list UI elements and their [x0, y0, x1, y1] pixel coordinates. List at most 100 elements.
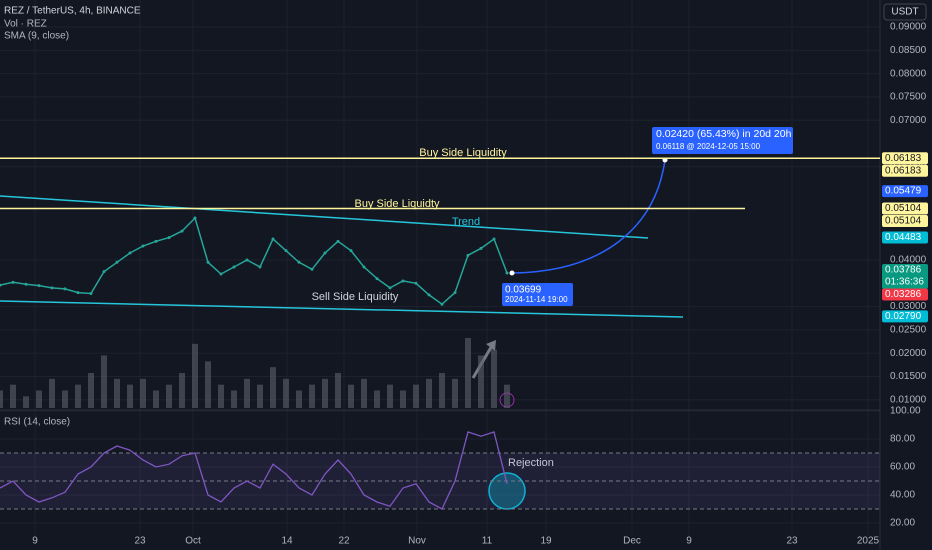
- price-point: [401, 279, 405, 283]
- start-text: 0.03699: [505, 285, 542, 296]
- price-point: [323, 251, 327, 255]
- price-point: [466, 253, 470, 257]
- y-tick-label: 60.00: [890, 462, 915, 473]
- x-tick-label: Nov: [408, 536, 426, 547]
- x-tick-label: 14: [281, 536, 293, 547]
- price-point: [102, 270, 106, 274]
- price-point: [271, 237, 275, 241]
- volume-bar: [491, 349, 497, 408]
- indicator-label: Vol · REZ: [4, 19, 47, 30]
- price-point: [505, 271, 509, 275]
- price-label: 0.05479: [885, 186, 922, 197]
- price-label-box: [882, 202, 928, 215]
- volume-bar: [322, 378, 328, 408]
- y-tick-label: 0.08500: [890, 45, 927, 56]
- y-tick-label: 0.03000: [890, 301, 927, 312]
- volume-bar: [231, 390, 237, 408]
- start-text: 2024-11-14 19:00: [505, 295, 568, 304]
- price-label-box: [882, 231, 928, 244]
- volume-bar: [101, 355, 107, 408]
- price-label: 0.03786: [885, 265, 922, 276]
- price-label-box: [882, 263, 928, 289]
- price-point: [167, 236, 171, 240]
- volume-bar: [439, 373, 445, 408]
- x-tick-label: 23: [134, 536, 146, 547]
- price-point: [154, 239, 158, 243]
- volume-bar: [0, 390, 3, 408]
- price-label-box: [882, 164, 928, 177]
- indicator-label: SMA (9, close): [4, 31, 69, 42]
- rsi-band: [0, 452, 880, 509]
- currency-button[interactable]: [883, 3, 927, 21]
- volume-bar: [309, 384, 315, 408]
- volume-bar: [452, 378, 458, 408]
- price-point: [284, 249, 288, 253]
- y-tick-label: 0.07500: [890, 92, 927, 103]
- trend-line: [0, 195, 649, 239]
- volume-bar: [153, 390, 159, 408]
- price-point: [193, 216, 197, 220]
- price-label-box: [882, 152, 928, 165]
- price-point: [232, 265, 236, 269]
- y-tick-label: 0.01500: [890, 371, 927, 382]
- price-label-box: [882, 215, 928, 228]
- volume-bar: [49, 378, 55, 408]
- volume-bar: [335, 373, 341, 408]
- price-line: [0, 216, 508, 306]
- y-tick-label: 100.00: [890, 406, 921, 417]
- symbol-title: REZ / TetherUS, 4h, BINANCE: [4, 6, 141, 17]
- volume-bar: [465, 338, 471, 408]
- volume-bar: [205, 361, 211, 408]
- volume-bar: [114, 378, 120, 408]
- rsi-title: RSI (14, close): [4, 417, 70, 428]
- annotation: Sell Side Liquidity: [312, 291, 399, 303]
- annotation: Buy Side Liquidity: [419, 147, 507, 159]
- x-tick-label: 19: [540, 536, 552, 547]
- volume-bar: [218, 384, 224, 408]
- volume-bar: [140, 378, 146, 408]
- price-point: [180, 229, 184, 233]
- y-tick-label: 80.00: [890, 434, 915, 445]
- volume-bar: [244, 378, 250, 408]
- currency-text: USDT: [891, 7, 918, 18]
- volume-bar: [374, 390, 380, 408]
- volume-bar: [75, 384, 81, 408]
- price-label: 0.06183: [885, 165, 922, 176]
- price-label-sub: 01:36:36: [885, 277, 924, 288]
- target-text: 0.06118 @ 2024-12-05 15:00: [656, 142, 761, 151]
- price-point: [258, 265, 262, 269]
- price-point: [453, 291, 457, 295]
- volume-bar: [413, 384, 419, 408]
- y-tick-label: 0.09000: [890, 22, 927, 33]
- price-label: 0.03286: [885, 289, 922, 300]
- price-point: [414, 281, 418, 285]
- price-point: [440, 302, 444, 306]
- y-tick-label: 0.01000: [890, 394, 927, 405]
- projection-start: [509, 270, 515, 276]
- price-point: [479, 246, 483, 250]
- price-point: [115, 260, 119, 264]
- x-tick-label: 9: [686, 536, 692, 547]
- volume-bar: [88, 373, 94, 408]
- price-point: [24, 282, 28, 286]
- volume-bar: [127, 384, 133, 408]
- projection-curve: [511, 159, 666, 274]
- price-label: 0.05104: [885, 203, 922, 214]
- price-label-box: [882, 310, 928, 323]
- y-tick-label: 0.07000: [890, 115, 927, 126]
- arrow-head: [486, 340, 496, 351]
- price-label-box: [882, 288, 928, 301]
- volume-bar: [426, 378, 432, 408]
- volume-bar: [23, 396, 29, 408]
- rsi-line: [0, 431, 508, 510]
- volume-bar: [504, 384, 510, 408]
- x-tick-label: 11: [482, 536, 493, 547]
- volume-bar: [166, 384, 172, 408]
- y-tick-label: 0.08000: [890, 68, 927, 79]
- target-text: 0.02420 (65.43%) in 20d 20h: [656, 128, 792, 140]
- x-tick-label: 23: [786, 536, 798, 547]
- price-label: 0.06183: [885, 153, 922, 164]
- start-box: [502, 283, 573, 306]
- y-tick-label: 0.02500: [890, 325, 927, 336]
